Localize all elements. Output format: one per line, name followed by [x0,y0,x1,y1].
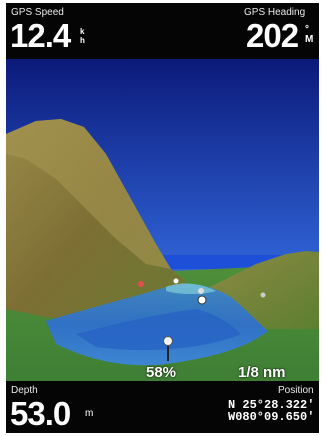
depth-value: 53.0 [10,395,71,432]
position-label: Position [278,385,314,396]
position-latitude: N 25°28.322' [228,398,315,412]
terrain-scene [6,59,319,381]
gps-speed-value: 12.4 [10,17,71,54]
gps-heading-value: 202 [246,17,299,54]
gps-speed-label: GPS Speed [11,7,64,18]
top-data-bar: GPS Speed 12.4 k h GPS Heading 202 ° M [6,3,319,59]
depth-unit: m [85,408,94,419]
gps-speed-unit: k h [80,27,85,45]
position-longitude: W080°09.650' [228,410,315,424]
map-scale: 1/8 nm [238,364,286,381]
depth-label: Depth [11,385,38,396]
perspective-3d-view[interactable]: 58% 1/8 nm [6,59,319,381]
gps-heading-unit: ° M [305,24,314,45]
zoom-percent: 58% [146,364,177,381]
gps-heading-label: GPS Heading [244,7,306,18]
chartplotter-screen: GPS Speed 12.4 k h GPS Heading 202 ° M [6,3,319,433]
bottom-data-bar: Depth 53.0 m Position N 25°28.322' W080°… [6,381,319,433]
